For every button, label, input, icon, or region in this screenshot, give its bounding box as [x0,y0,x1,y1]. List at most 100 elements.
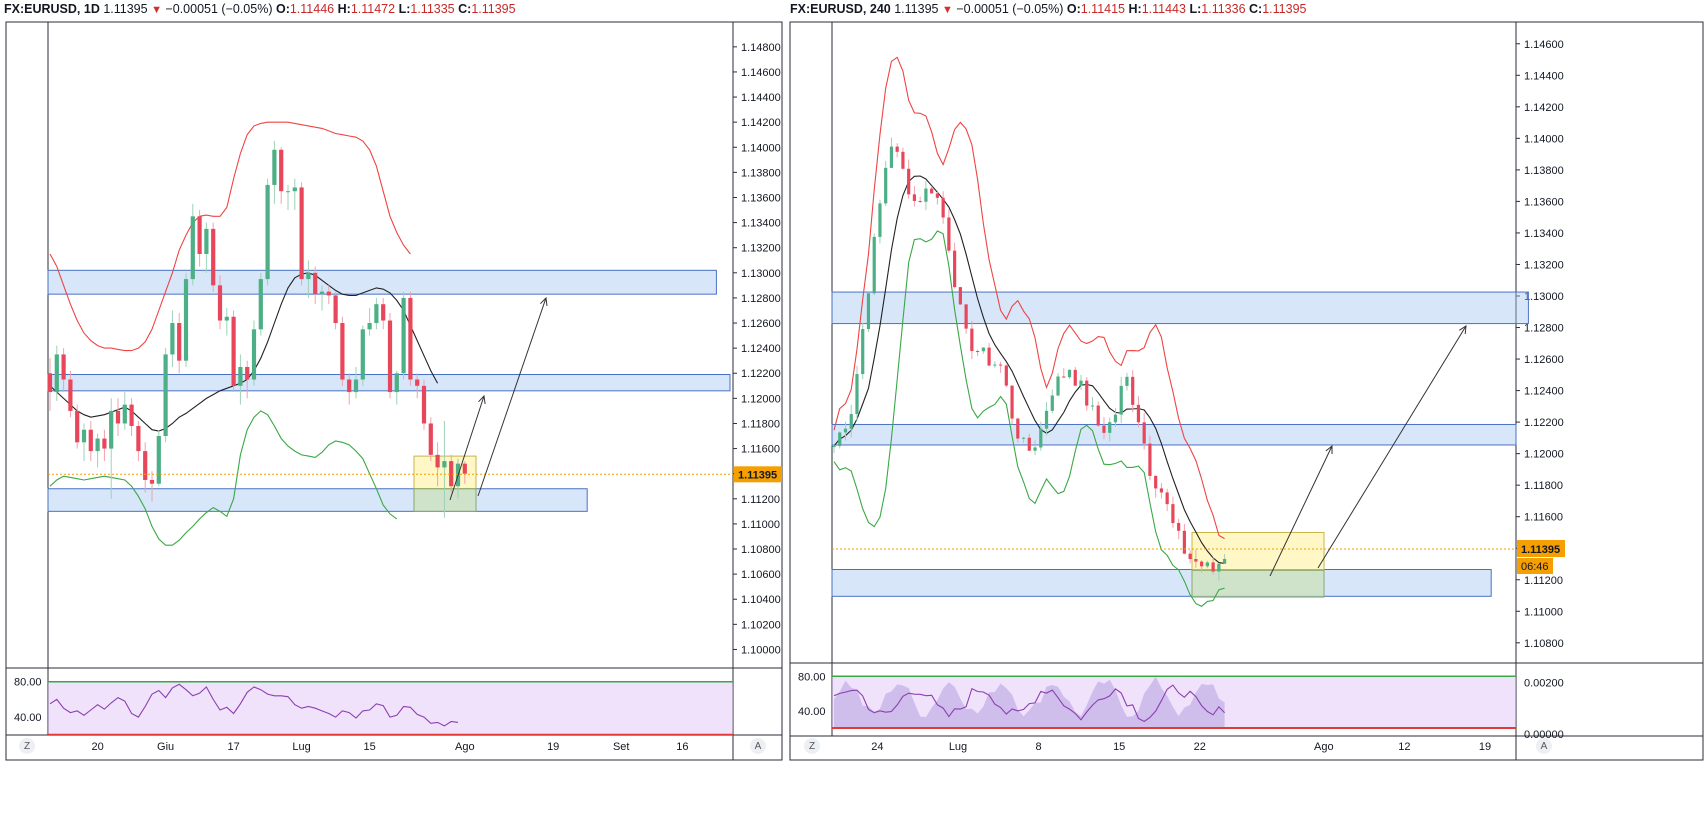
highlight-box-green [1191,569,1325,598]
left-low-label: L: [398,2,411,16]
left-chart-svg[interactable]: 1.14800 1.14600 1.14400 1.14200 1.14000 1.138… [0,0,786,829]
candle [1096,405,1100,426]
candle [61,354,66,380]
support-resistance-zone [831,423,1517,446]
price-tick-label: 1.12200 [1524,417,1564,429]
candle [976,351,980,353]
highlight-box-green [413,488,477,512]
auto-scale-button[interactable] [1536,738,1552,754]
candle [1033,447,1037,451]
candle [122,404,127,424]
candle [1165,492,1169,505]
zoom-button[interactable] [804,738,820,754]
price-tick-label: 1.14000 [1524,133,1564,145]
candle [292,187,297,192]
last-price-tag [734,466,782,483]
candle [1188,553,1192,560]
rsi-tick-label: 80.00 [14,677,42,689]
candle [109,410,114,449]
zoom-button[interactable] [19,738,35,754]
support-resistance-zone [47,269,717,295]
candle [367,323,372,330]
candle [442,461,447,468]
candle [245,366,250,380]
candle [953,250,957,288]
price-tick-label: 1.14400 [741,92,781,104]
right-open-value: 1.11415 [1080,2,1126,16]
right-open-label: O: [1066,2,1081,16]
candle [843,428,848,433]
time-tick-label: 20 [91,741,103,753]
candle [1217,563,1221,572]
price-tick-label: 1.14200 [1524,102,1564,114]
auto-scale-button[interactable] [750,738,766,754]
candle [88,429,93,452]
price-tick-label: 1.12400 [1524,386,1564,398]
rsi-band-fill [48,681,733,735]
time-tick-label: Giu [157,741,174,753]
left-high-label: H: [337,2,351,16]
momentum-area [834,676,1225,728]
price-tick-label: 1.11800 [1524,480,1563,492]
candle [54,354,59,393]
rsi-tick-label: 40.00 [14,712,42,724]
candle [394,373,399,393]
candle [1171,504,1175,524]
candle [832,445,836,447]
right-chart-svg[interactable]: 1.14600 1.14400 1.14200 1.14000 1.13800 1.136… [786,0,1707,829]
time-tick-label: 24 [871,741,883,753]
time-tick-label: 15 [1113,741,1125,753]
candle [333,295,338,324]
candle [319,291,325,295]
price-tick-label: 1.12200 [741,368,781,380]
candle [279,149,284,192]
candle [1148,443,1152,476]
candle [1004,365,1008,386]
candle [170,323,175,355]
zoom-button-label: Z [24,741,30,752]
candle [958,287,962,305]
price-tick-label: 1.13600 [1524,196,1564,208]
upper-bollinger-band [833,56,1225,540]
candle [918,200,922,202]
candle [907,168,911,195]
candle [1079,380,1083,386]
projection-arrow-short [449,395,485,501]
time-tick-label: 15 [363,741,375,753]
candle [1177,523,1181,531]
down-arrow-icon: ▼ [941,4,953,16]
time-tick-label: Set [613,741,630,753]
price-tick-label: 1.13400 [741,218,781,230]
candle [340,323,345,380]
candle [1021,437,1026,439]
rsi-band-fill [832,676,1516,728]
last-price-tag-label: 1.11395 [738,469,777,481]
price-tick-label: 1.14000 [741,142,781,154]
left-open-value: 1.11446 [289,2,335,16]
candle [129,404,134,426]
candle [177,323,182,361]
candle [251,329,257,380]
candle [115,410,121,424]
rsi-line [833,684,1225,723]
right-low-value: 1.11336 [1201,2,1246,16]
right-change: −0.00051 (−0.05%) [956,2,1064,16]
middle-moving-average [833,175,1225,564]
candle [1010,385,1014,419]
candle [143,451,148,480]
left-close-label: C: [458,2,472,16]
candle [163,354,168,437]
candle [1182,530,1186,554]
price-tick-label: 1.10400 [741,594,781,606]
price-tick-label: 1.14600 [1524,39,1564,51]
candle [211,228,216,286]
price-tick-label: 1.12000 [741,393,781,405]
upper-bollinger-band [49,121,411,352]
candle [866,293,871,330]
candle [47,373,53,393]
candle [930,188,934,194]
candle [360,329,365,380]
right-chart-panel: FX:EURUSD, 240 1.11395 ▼ −0.00051 (−0.05… [786,0,1707,829]
last-price-tag [1517,540,1565,558]
support-resistance-zone [831,569,1492,597]
